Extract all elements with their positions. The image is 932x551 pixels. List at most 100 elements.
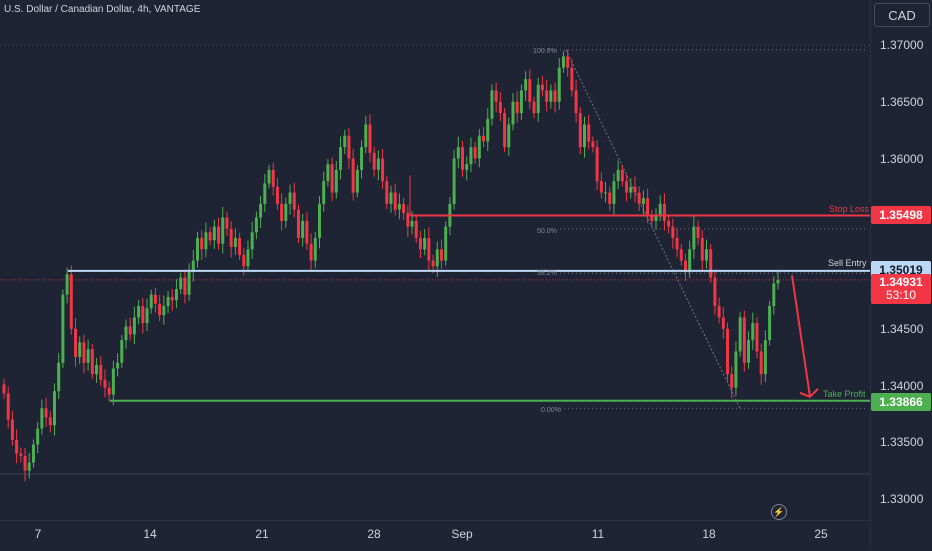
candle-body: [355, 169, 359, 193]
currency-button[interactable]: CAD: [874, 3, 930, 27]
candle-body: [27, 462, 31, 471]
candle-body: [654, 215, 658, 221]
candle-body: [52, 391, 56, 426]
candle-body: [389, 192, 393, 204]
x-tick-label: 11: [591, 527, 605, 541]
candle-body: [229, 228, 233, 248]
candle-body: [427, 237, 431, 261]
candle-body: [372, 152, 376, 170]
candle-body: [313, 237, 317, 261]
candle-body: [604, 192, 608, 194]
candle-body: [507, 124, 511, 148]
candle-body: [242, 254, 246, 267]
candle-body: [633, 186, 637, 193]
candle-body: [772, 283, 776, 307]
candle-body: [368, 124, 372, 153]
candle-body: [326, 164, 330, 182]
candle-body: [57, 362, 61, 392]
stop-loss-label: Stop Loss: [829, 204, 870, 214]
x-tick-label: Sep: [451, 527, 473, 541]
candle-body: [221, 217, 225, 244]
candle-body: [498, 101, 502, 114]
candle-body: [145, 308, 149, 324]
fib-100-label: 100.0%: [533, 48, 557, 55]
candle-body: [444, 226, 448, 261]
candle-body: [599, 181, 603, 193]
candle-body: [709, 249, 713, 278]
candle-body: [477, 135, 481, 159]
candle-body: [620, 169, 624, 182]
time-axis[interactable]: [0, 520, 870, 551]
candle-body: [490, 90, 494, 119]
candle-body: [726, 328, 730, 375]
candle-body: [738, 317, 742, 352]
candle-body: [503, 113, 507, 148]
candle-body: [296, 209, 300, 238]
candle-body: [196, 237, 199, 261]
candle-body: [759, 351, 763, 375]
candle-body: [162, 306, 166, 316]
candle-body: [267, 169, 271, 184]
candle-body: [187, 272, 191, 295]
candle-body: [393, 192, 397, 210]
candle-body: [410, 220, 414, 227]
candle-body: [671, 226, 675, 238]
lightning-icon[interactable]: ⚡: [771, 504, 787, 520]
y-tick-label: 1.33000: [880, 492, 924, 506]
candle-body: [166, 296, 170, 307]
candle-body: [435, 249, 439, 267]
chart-title: U.S. Dollar / Canadian Dollar, 4h, VANTA…: [4, 4, 201, 15]
forecast-arrow-head: [799, 388, 819, 399]
candle-body: [238, 237, 242, 255]
candle-body: [309, 243, 313, 261]
candle-body: [360, 147, 364, 170]
candle-body: [385, 181, 389, 204]
candle-body: [629, 186, 633, 193]
candle-body: [90, 349, 94, 375]
candle-body: [612, 181, 616, 204]
candle-body: [78, 342, 82, 358]
candle-body: [431, 260, 435, 267]
candle-body: [721, 317, 725, 329]
candle-body: [65, 274, 69, 295]
candle-body: [545, 90, 549, 102]
y-tick-label: 1.34000: [880, 378, 924, 393]
candle-body: [616, 169, 620, 182]
candle-body: [511, 101, 515, 125]
candle-body: [284, 203, 288, 221]
candle-body: [132, 317, 136, 335]
candle-body: [111, 368, 115, 395]
candle-body: [137, 306, 141, 318]
candle-body: [519, 90, 523, 114]
candle-body: [532, 101, 536, 114]
candle-body: [482, 135, 486, 142]
candle-body: [74, 328, 78, 358]
y-tick-label: 1.33500: [880, 435, 924, 450]
candle-body: [418, 237, 422, 250]
candle-body: [48, 417, 52, 426]
candle-body: [170, 296, 174, 301]
candle-body: [414, 220, 418, 238]
candle-body: [364, 124, 368, 148]
candle-body: [751, 323, 755, 341]
candle-body: [120, 340, 124, 363]
candle-body: [225, 217, 229, 229]
x-tick-label: 25: [814, 527, 828, 541]
candle-body: [259, 203, 263, 218]
candle-body: [494, 90, 498, 102]
candle-body: [578, 113, 582, 148]
candle-body: [692, 226, 696, 250]
price-chart[interactable]: [0, 0, 870, 520]
candle-body: [347, 135, 351, 159]
candle-body: [650, 215, 654, 221]
candle-body: [191, 260, 195, 272]
candle-body: [595, 147, 599, 182]
candle-body: [212, 226, 216, 241]
candle-body: [717, 306, 721, 318]
candle-body: [250, 232, 254, 250]
candle-body: [776, 279, 780, 284]
candle-body: [275, 186, 279, 204]
candle-body: [452, 158, 456, 204]
candle-body: [31, 444, 35, 463]
take-profit-tag: 1.33866: [871, 393, 931, 411]
